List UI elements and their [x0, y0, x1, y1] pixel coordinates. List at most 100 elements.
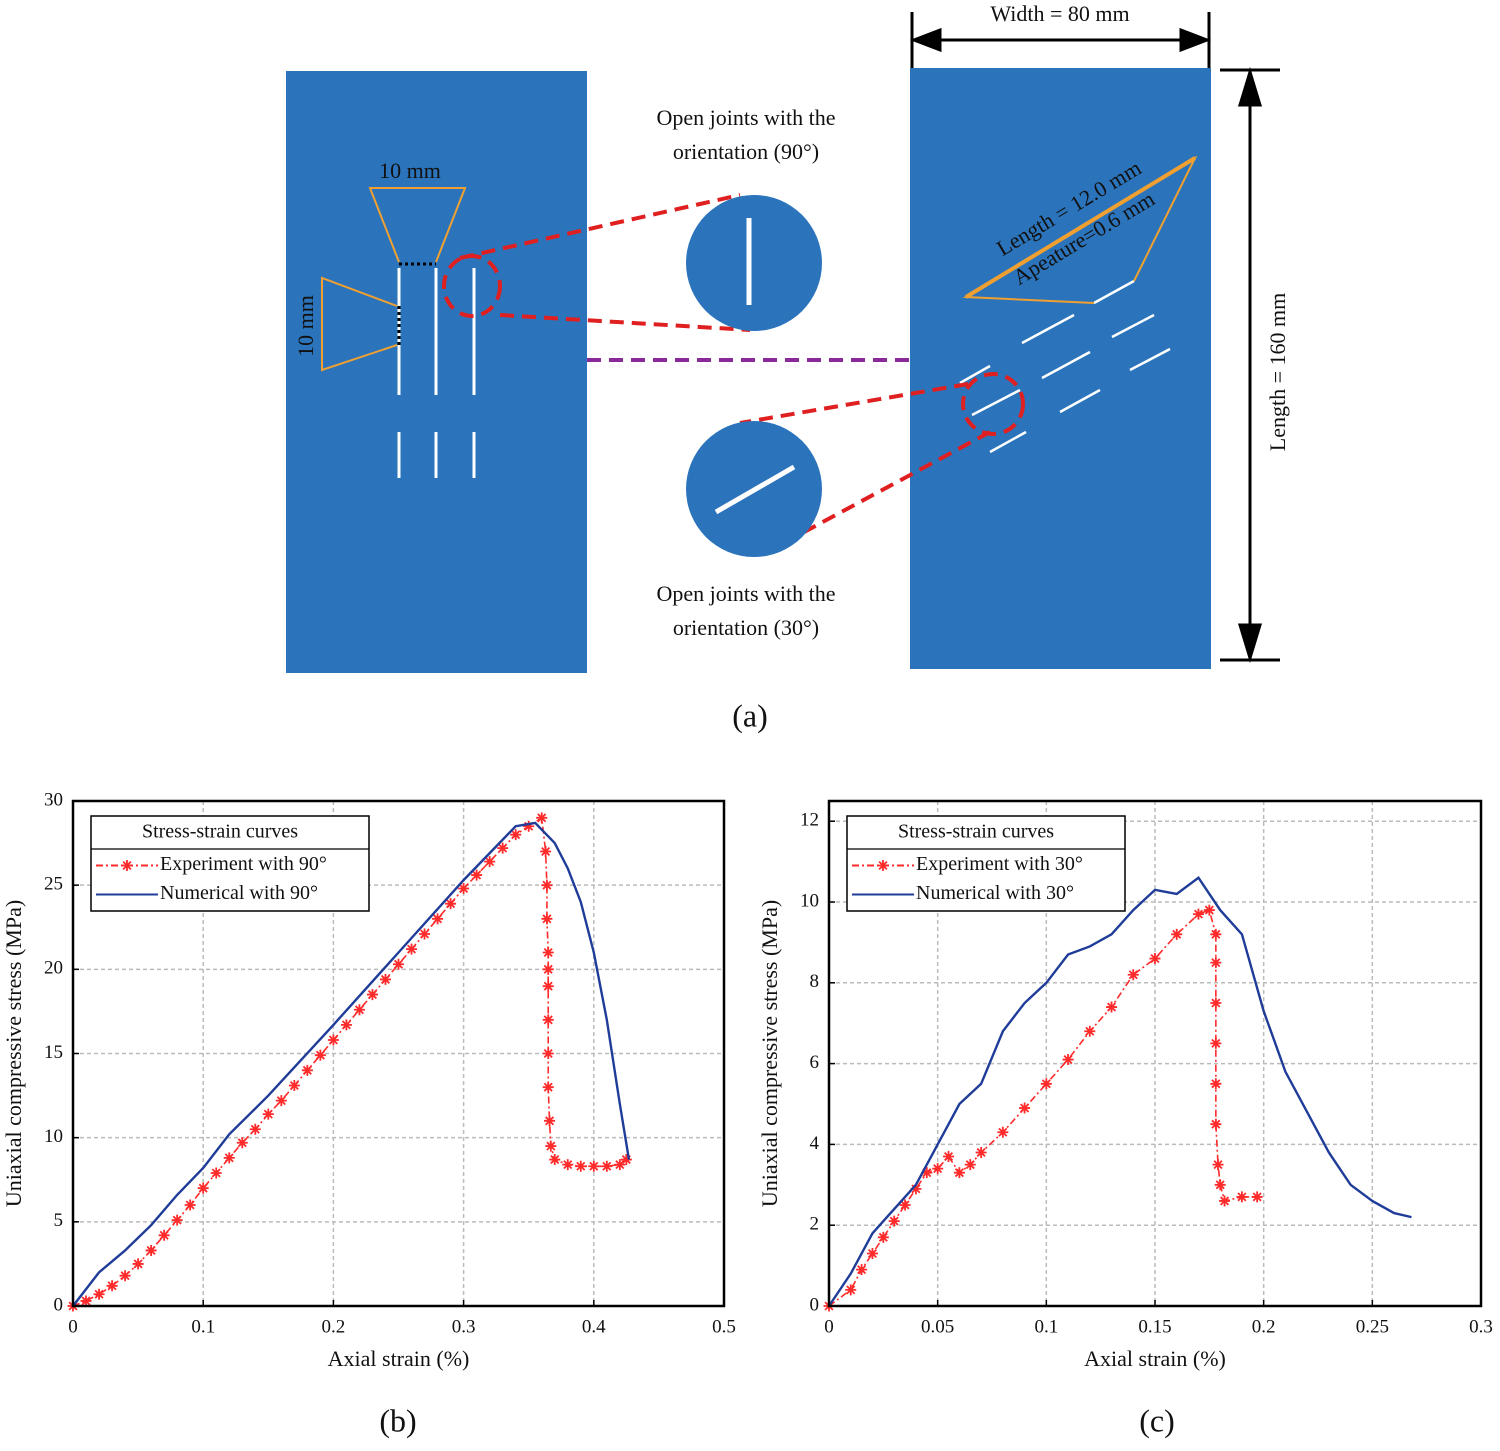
data-point	[575, 1160, 587, 1172]
data-point	[158, 1229, 170, 1241]
data-point	[1192, 908, 1204, 920]
data-point	[536, 812, 548, 824]
plot-frame	[71, 799, 726, 1308]
data-line	[72, 821, 631, 1307]
spacing-marks	[397, 262, 436, 345]
data-point	[223, 1152, 235, 1164]
x-tick-label: 0.2	[322, 1316, 346, 1337]
x-tick-label: 0.05	[921, 1316, 954, 1337]
legend-marker	[877, 860, 889, 871]
joints-30	[959, 279, 1171, 454]
callout-label: Open joints with the	[656, 105, 835, 130]
dimension-arrows	[909, 12, 1280, 664]
data-point	[145, 1244, 157, 1256]
data-point	[1040, 1078, 1052, 1090]
data-point	[975, 1146, 987, 1158]
data-point	[1084, 1025, 1096, 1037]
x-tick-label: 0.3	[452, 1316, 476, 1337]
data-point	[620, 1154, 632, 1166]
y-tick-label: 8	[810, 971, 820, 992]
data-point	[964, 1159, 976, 1171]
data-point	[601, 1160, 613, 1172]
data-point	[542, 963, 554, 975]
data-point	[132, 1258, 144, 1270]
data-point	[541, 913, 553, 925]
y-tick-label: 10	[800, 890, 819, 911]
data-point	[540, 846, 552, 857]
legend-title: Stress-strain curves	[142, 821, 298, 843]
x-tick-label: 0.4	[582, 1316, 606, 1337]
data-point	[877, 1231, 889, 1243]
length-label: Length = 160 mm	[1265, 293, 1290, 451]
panel-label: (b)	[379, 1402, 416, 1438]
data-point	[432, 913, 444, 925]
data-point	[275, 1095, 287, 1107]
data-point	[1019, 1102, 1031, 1114]
x-tick-label: 0.5	[712, 1316, 736, 1337]
data-point	[419, 928, 431, 940]
y-tick-label: 10	[44, 1126, 63, 1147]
legend-title: Stress-strain curves	[898, 821, 1054, 843]
data-point	[80, 1295, 92, 1307]
data-point	[1210, 928, 1222, 940]
y-axis-title: Uniaxial compressive stress (MPa)	[757, 900, 782, 1207]
data-point	[497, 842, 509, 854]
y-tick-label: 5	[54, 1210, 64, 1231]
data-point	[445, 898, 457, 910]
data-point	[549, 1154, 561, 1166]
data-point	[471, 869, 483, 881]
y-axis-title: Uniaxial compressive stress (MPa)	[1, 900, 26, 1207]
data-line	[828, 909, 1258, 1307]
y-tick-label: 0	[54, 1294, 64, 1315]
data-point	[1212, 1159, 1224, 1171]
y-tick-label: 25	[44, 874, 63, 895]
data-point	[210, 1167, 222, 1179]
data-point	[1171, 928, 1183, 940]
data-point	[288, 1079, 300, 1091]
data-point	[510, 829, 522, 841]
y-tick-label: 6	[810, 1052, 820, 1073]
data-point	[458, 883, 470, 895]
data-point	[943, 1151, 955, 1163]
y-tick-label: 20	[44, 958, 63, 979]
data-point	[1210, 1078, 1222, 1090]
data-point	[119, 1270, 131, 1282]
spacing-label: 10 mm	[379, 158, 441, 183]
data-point	[393, 958, 404, 970]
data-point	[262, 1108, 274, 1120]
data-point	[1210, 957, 1222, 969]
data-point	[1203, 904, 1215, 916]
data-point	[1149, 953, 1161, 965]
data-point	[301, 1064, 313, 1076]
data-point	[484, 856, 496, 868]
data-point	[899, 1199, 911, 1211]
zoom-joint-30	[714, 464, 796, 515]
data-point	[1210, 997, 1222, 1009]
width-label: Width = 80 mm	[990, 1, 1129, 26]
data-point	[1251, 1191, 1263, 1203]
data-point	[406, 943, 418, 955]
data-point	[542, 1048, 554, 1059]
legend-label: Numerical with 90°	[160, 882, 318, 904]
data-point	[249, 1123, 261, 1135]
spacing-label: 10 mm	[293, 295, 318, 357]
zoom-90	[686, 195, 822, 331]
y-tick-label: 30	[44, 789, 63, 810]
data-point	[542, 947, 554, 958]
x-tick-label: 0.25	[1356, 1316, 1389, 1337]
data-point	[353, 1004, 365, 1016]
callout-lines	[442, 193, 1025, 547]
panel-label: (a)	[732, 697, 768, 733]
data-point	[910, 1183, 922, 1195]
x-tick-label: 0.1	[191, 1316, 215, 1337]
data-point	[171, 1214, 183, 1226]
legend-label: Experiment with 90°	[160, 853, 327, 875]
data-point	[1127, 969, 1139, 981]
data-point	[106, 1280, 118, 1292]
legend-label: Numerical with 30°	[916, 882, 1074, 904]
data-point	[866, 1247, 878, 1259]
data-point	[236, 1137, 248, 1149]
y-tick-label: 15	[44, 1042, 63, 1063]
data-point	[888, 1215, 900, 1227]
callout-label: orientation (30°)	[673, 615, 819, 640]
